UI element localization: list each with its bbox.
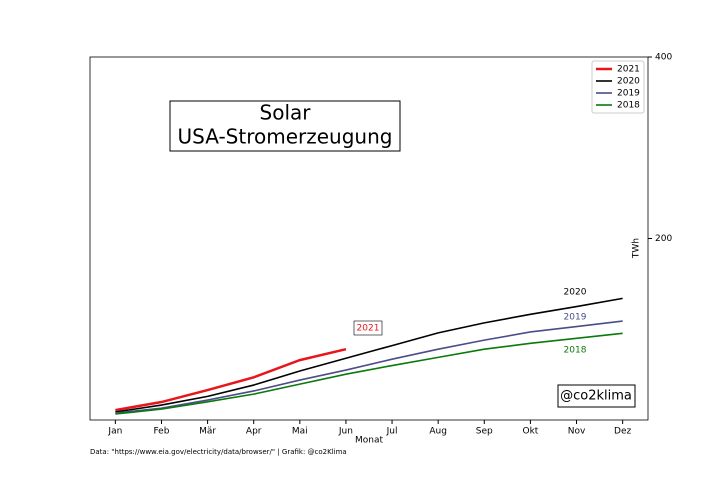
chart-subtitle: USA-Stromerzeugung	[178, 125, 393, 149]
annotation: 2020	[564, 288, 587, 298]
legend-label: 2018	[617, 101, 640, 111]
x-tick-label: Sep	[476, 427, 493, 437]
x-tick-label: Mai	[292, 427, 308, 437]
annotation: 2021	[357, 324, 380, 334]
y-tick-label: 200	[655, 234, 672, 244]
series-line	[115, 332, 623, 415]
x-tick-label: Apr	[246, 427, 262, 437]
title-box	[169, 100, 401, 152]
footer: Data: "https://www.eia.gov/electricity/d…	[90, 448, 347, 456]
annotation-box	[353, 320, 383, 336]
x-tick-label: Aug	[429, 427, 447, 437]
y-axis-label: TWh	[632, 238, 642, 259]
x-tick-label: Mär	[199, 427, 216, 437]
x-tick-label: Jan	[107, 427, 122, 437]
legend-label: 2020	[617, 77, 640, 87]
x-tick-label: Jun	[338, 427, 353, 437]
x-tick-label: Okt	[522, 427, 538, 437]
annotation: 2019	[564, 313, 587, 323]
watermark-box	[557, 384, 636, 408]
x-tick-label: Jul	[386, 427, 398, 437]
x-tick-label: Nov	[568, 427, 586, 437]
legend-label: 2021	[617, 65, 640, 75]
legend-label: 2019	[617, 89, 640, 99]
x-axis-label: Monat	[355, 436, 383, 446]
watermark: @co2klima	[560, 389, 632, 404]
y-tick-label: 400	[655, 53, 672, 63]
x-tick-label: Feb	[154, 427, 170, 437]
legend-box	[591, 60, 645, 114]
chart-title: Solar	[260, 101, 312, 125]
x-tick-label: Dez	[614, 427, 631, 437]
annotation: 2018	[564, 346, 587, 356]
series-line	[115, 320, 623, 414]
series-line	[115, 347, 347, 412]
series-line	[115, 297, 623, 413]
